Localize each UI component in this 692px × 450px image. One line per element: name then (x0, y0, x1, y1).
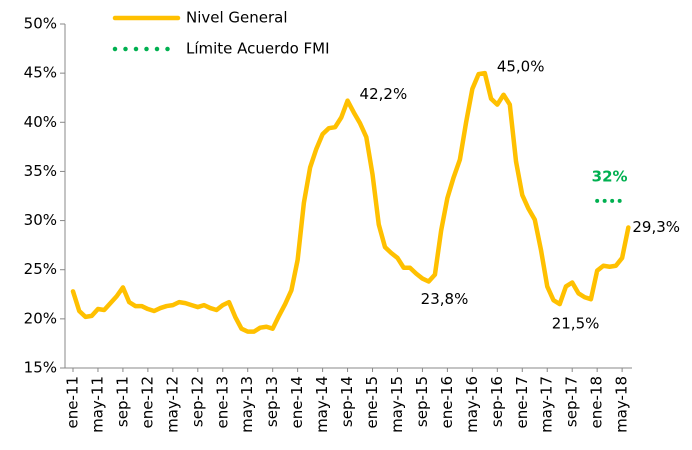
x-tick-label: ene-17 (513, 376, 531, 428)
x-tick-label: ene-16 (438, 376, 456, 428)
x-tick-label: sep-12 (188, 376, 206, 427)
x-tick-label: ene-18 (588, 376, 606, 428)
x-tick-label: may-13 (238, 376, 256, 433)
y-tick-label: 30% (24, 211, 57, 229)
x-tick-label: may-16 (463, 376, 481, 433)
y-tick-label: 40% (24, 113, 57, 131)
y-tick-label: 35% (24, 162, 57, 180)
x-tick-label: sep-13 (263, 376, 281, 427)
legend-label: Nivel General (186, 9, 288, 27)
y-tick-label: 25% (24, 260, 57, 278)
x-tick-label: may-14 (313, 376, 331, 433)
x-tick-label: may-11 (88, 376, 106, 433)
data-label: 32% (592, 167, 628, 185)
series-line (70, 70, 631, 334)
data-label: 21,5% (552, 315, 600, 333)
x-tick-label: may-12 (163, 376, 181, 433)
x-tick-label: sep-14 (338, 376, 356, 427)
x-tick-label: sep-15 (413, 376, 431, 427)
x-tick-label: ene-15 (363, 376, 381, 428)
x-tick-label: sep-11 (113, 376, 131, 427)
x-tick-label: may-15 (388, 376, 406, 433)
x-tick-label: may-18 (613, 376, 631, 433)
x-tick-label: ene-14 (288, 376, 306, 428)
y-tick-label: 45% (24, 64, 57, 82)
data-label: 29,3% (632, 218, 680, 236)
data-label: 23,8% (421, 290, 469, 308)
y-tick-label: 15% (24, 359, 57, 377)
x-tick-label: sep-16 (488, 376, 506, 427)
legend-label: Límite Acuerdo FMI (186, 40, 330, 58)
x-tick-label: sep-17 (563, 376, 581, 427)
y-tick-label: 20% (24, 309, 57, 327)
x-tick-label: ene-13 (213, 376, 231, 428)
data-label: 45,0% (497, 58, 545, 76)
data-label: 42,2% (360, 85, 408, 103)
y-tick-label: 50% (24, 15, 57, 33)
x-tick-label: ene-11 (64, 376, 82, 428)
x-tick-label: ene-12 (138, 376, 156, 428)
x-tick-label: may-17 (538, 376, 556, 433)
